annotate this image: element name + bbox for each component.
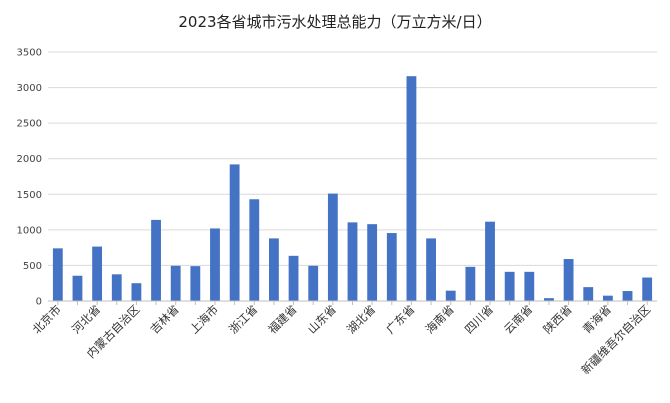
bar	[504, 271, 515, 301]
bar	[602, 295, 613, 301]
chart-title: 2023各省城市污水处理总能力（万立方米/日）	[178, 13, 491, 31]
bar	[367, 224, 378, 301]
bar	[92, 246, 103, 301]
y-axis-ticks: 0 500 1000 1500 2000 2500 3000 3500	[17, 48, 42, 308]
bar	[544, 298, 554, 301]
bar	[465, 266, 476, 301]
x-tick-label: 云南省	[501, 302, 535, 336]
y-tick-label: 3000	[17, 83, 42, 94]
bars	[52, 76, 653, 301]
bar	[52, 248, 63, 301]
bar	[288, 255, 299, 301]
bar	[229, 164, 240, 301]
x-tick-label: 福建省	[265, 302, 299, 336]
x-tick-label: 陕西省	[540, 302, 574, 336]
bar	[190, 266, 201, 301]
bar	[170, 265, 181, 301]
bar	[485, 221, 495, 301]
bar	[308, 265, 319, 301]
x-tick-label: 新疆维吾尔自治区	[578, 302, 653, 377]
y-tick-label: 3500	[17, 48, 42, 59]
x-tick-label: 广东省	[383, 302, 417, 336]
y-tick-label: 2000	[17, 154, 42, 165]
x-tick-label: 海南省	[423, 302, 457, 336]
bar	[622, 291, 633, 301]
bar	[406, 76, 417, 301]
bar	[111, 274, 122, 301]
bar	[327, 193, 338, 301]
x-tick-label: 湖北省	[344, 302, 378, 336]
x-tick-label: 青海省	[580, 302, 614, 336]
bar	[249, 199, 260, 301]
bar	[524, 271, 535, 301]
y-tick-label: 2500	[17, 119, 42, 130]
bar	[386, 233, 397, 301]
bar	[426, 238, 436, 301]
bar	[269, 238, 279, 301]
x-tick-label: 山东省	[305, 302, 339, 336]
x-tick-label: 四川省	[462, 302, 496, 336]
bar	[563, 259, 574, 301]
y-tick-label: 1000	[17, 225, 42, 236]
x-tick-label: 上海市	[187, 302, 221, 336]
bar	[445, 290, 456, 301]
x-tick-label: 吉林省	[148, 302, 182, 336]
x-tick-label: 河北省	[69, 302, 103, 336]
y-tick-label: 1500	[17, 190, 42, 201]
bar	[151, 219, 161, 301]
y-tick-label: 500	[23, 261, 42, 272]
bar	[583, 287, 594, 301]
x-tick-label: 浙江省	[226, 302, 260, 336]
bar	[642, 277, 653, 301]
y-tick-label: 0	[36, 297, 42, 308]
bar	[72, 275, 83, 301]
bar	[210, 228, 220, 301]
x-axis-ticks: 北京市 河北省内蒙古自治区 吉林省 上海市 浙江省 福建省 山东省 湖北省 广东省 海南省 四川省云…	[30, 301, 653, 377]
bar	[347, 222, 358, 301]
gridlines	[48, 51, 657, 266]
bar	[131, 283, 142, 301]
